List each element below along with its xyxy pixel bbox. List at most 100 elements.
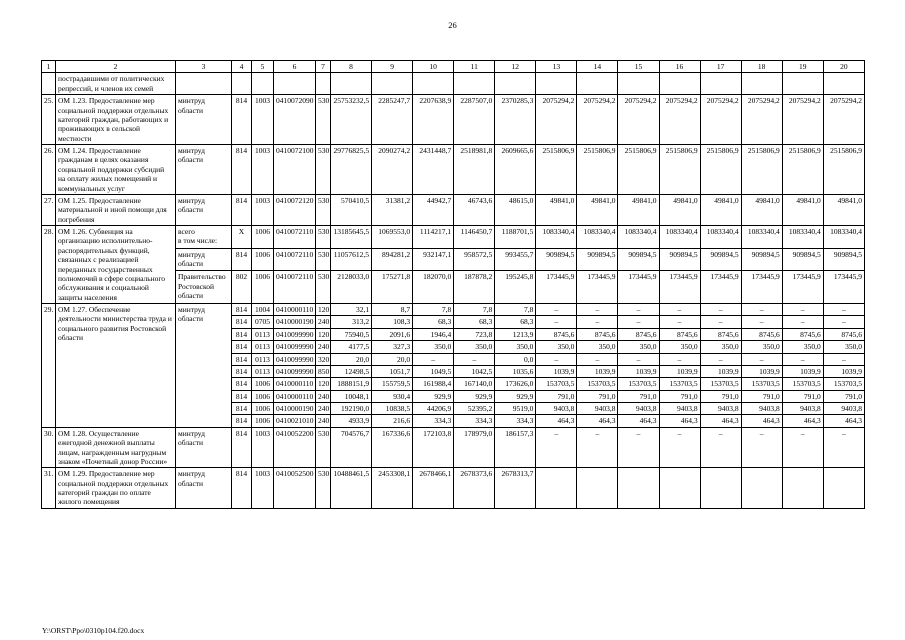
amount-cell: 10048,1 [329, 389, 373, 404]
column-header-cell: 8 [329, 59, 373, 74]
amount-cell: 1039,9 [576, 364, 619, 379]
amount-cell: 2515806,9 [822, 144, 866, 195]
amount-cell: 172103,8 [412, 426, 455, 469]
amount-cell [740, 72, 783, 96]
budget-code-cell: 0410072110 [273, 247, 316, 272]
column-header-cell: 15 [617, 59, 660, 74]
table-row: 28. ОМ 1.26. Субвенция на организацию исп… [41, 225, 866, 304]
amount-cell: – [658, 352, 701, 366]
amount-cell: – [781, 315, 824, 329]
amount-cell [329, 72, 373, 96]
amount-cell: 1039,9 [699, 364, 742, 379]
amount-cell: 464,3 [781, 414, 824, 428]
budget-code-cell: 0113 [251, 352, 274, 366]
amount-cell: – [576, 315, 619, 329]
amount-cell: 1049,5 [412, 364, 455, 379]
amount-cell: – [740, 315, 783, 329]
amount-cell: 791,0 [740, 389, 783, 404]
amount-cell: – [822, 302, 866, 317]
amount-cell: 8745,6 [822, 327, 866, 342]
amount-cell: 1035,6 [494, 364, 537, 379]
amount-cell: 195245,8 [494, 270, 537, 304]
amount-cell [453, 72, 496, 96]
amount-cell: 49841,0 [535, 193, 578, 227]
amount-cell: 2075294,2 [699, 94, 742, 145]
budget-code-cell: 240 [315, 389, 331, 404]
amount-cell: 909894,5 [740, 247, 783, 272]
executor-cell: минтруд области [175, 467, 232, 509]
amount-cell: 929,9 [412, 389, 455, 404]
amount-cell: 2515806,9 [617, 144, 660, 195]
amount-cell: – [617, 302, 660, 317]
budget-code-cell: 0113 [251, 327, 274, 342]
amount-cell: 173445,9 [822, 270, 866, 304]
budget-code-cell [315, 72, 331, 96]
budget-code-cell: 1003 [251, 467, 274, 509]
amount-cell: 909894,5 [658, 247, 701, 272]
amount-cell [781, 467, 824, 509]
amount-cell: 2090274,2 [371, 144, 414, 195]
amount-cell: 186157,3 [494, 426, 537, 469]
row-number-cell: 30. [41, 426, 56, 469]
amount-cell: – [535, 352, 578, 366]
column-header-cell: 4 [231, 59, 252, 74]
amount-cell: 8745,6 [781, 327, 824, 342]
amount-cell: 8,7 [371, 302, 414, 317]
amount-cell: 929,9 [494, 389, 537, 404]
amount-cell: 173445,9 [740, 270, 783, 304]
document-file-path: Y:\ORST\Ppo\0310p104.f20.docx [42, 626, 145, 635]
amount-cell: – [699, 302, 742, 317]
amount-cell: 8745,6 [658, 327, 701, 342]
amount-cell [535, 72, 578, 96]
measure-name-cell: ОМ 1.24. Предоставление гражданам в целя… [55, 144, 176, 195]
amount-cell: 334,3 [453, 414, 496, 428]
amount-cell: 909894,5 [576, 247, 619, 272]
amount-cell: 1039,9 [740, 364, 783, 379]
budget-code-cell: 814 [231, 377, 252, 391]
amount-cell: 2515806,9 [535, 144, 578, 195]
amount-cell: 1083340,4 [658, 225, 701, 249]
amount-cell: 9403,8 [617, 401, 660, 416]
amount-cell: 350,0 [658, 340, 701, 354]
measure-name-cell: ОМ 1.26. Субвенция на организацию исполн… [55, 225, 176, 304]
amount-cell: 4177,5 [329, 340, 373, 354]
budget-code-cell: 814 [231, 340, 252, 354]
table-row: 814 1006 0410000110 120 1888151,9 155759,5 161… [42, 377, 866, 391]
column-header-cell: 6 [273, 59, 316, 74]
amount-cell: 350,0 [822, 340, 866, 354]
amount-cell: 153703,5 [617, 377, 660, 391]
budget-code-cell: 802 [231, 270, 252, 304]
amount-cell: 7,8 [453, 302, 496, 317]
amount-cell: 1039,9 [535, 364, 578, 379]
budget-code-cell: 0113 [251, 364, 274, 379]
budget-code-cell: 1006 [251, 377, 274, 391]
budget-code-cell: 814 [231, 389, 252, 404]
amount-cell: 216,6 [371, 414, 414, 428]
amount-cell: 350,0 [740, 340, 783, 354]
amount-cell: 350,0 [781, 340, 824, 354]
amount-cell: 334,3 [494, 414, 537, 428]
budget-code-cell: 814 [231, 193, 252, 227]
budget-code-cell: 1006 [251, 414, 274, 428]
budget-code-cell: 1003 [251, 193, 274, 227]
budget-code-cell: 850 [315, 364, 331, 379]
budget-code-cell: 0410099990 [273, 364, 316, 379]
amount-cell: 192190,0 [329, 401, 373, 416]
amount-cell [740, 467, 783, 509]
table-row: 30. ОМ 1.28. Осуществление ежегодной дене… [41, 426, 866, 469]
amount-cell: 464,3 [617, 414, 660, 428]
amount-cell: 2431448,7 [412, 144, 455, 195]
amount-cell: 791,0 [535, 389, 578, 404]
amount-cell: 464,3 [658, 414, 701, 428]
budget-code-cell: 320 [315, 352, 331, 366]
amount-cell: 68,3 [494, 315, 537, 329]
amount-cell [822, 467, 866, 509]
budget-code-cell: 1003 [251, 94, 274, 145]
amount-cell: 1051,7 [371, 364, 414, 379]
budget-code-cell: 0410072090 [273, 94, 316, 145]
amount-cell: 704576,7 [329, 426, 373, 469]
budget-code-cell: 530 [315, 426, 331, 469]
budget-code-cell: 530 [315, 247, 331, 272]
amount-cell: 10838,5 [371, 401, 414, 416]
